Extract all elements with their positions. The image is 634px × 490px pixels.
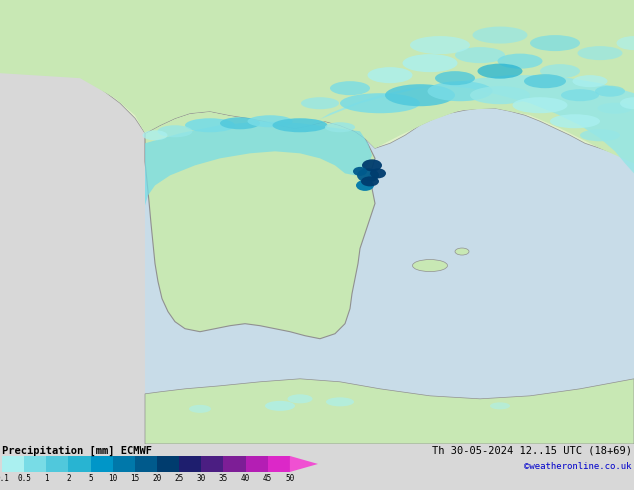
Text: 50: 50 [285,474,294,483]
Ellipse shape [220,117,260,129]
Polygon shape [145,121,372,205]
Ellipse shape [361,176,379,186]
Ellipse shape [616,36,634,50]
Ellipse shape [143,130,167,140]
Bar [157,456,179,472]
Ellipse shape [512,97,567,113]
Ellipse shape [595,86,625,97]
Ellipse shape [530,35,580,51]
Text: 0.5: 0.5 [17,474,31,483]
Bar [201,456,223,472]
Text: 45: 45 [263,474,273,483]
Ellipse shape [362,159,382,171]
Text: 35: 35 [219,474,228,483]
Bar [91,456,113,472]
Ellipse shape [353,167,367,176]
Ellipse shape [455,47,505,63]
Ellipse shape [326,397,354,406]
Ellipse shape [403,54,458,72]
Ellipse shape [490,402,510,409]
Ellipse shape [357,169,379,182]
Text: 1: 1 [44,474,49,483]
Text: 20: 20 [152,474,162,483]
Ellipse shape [265,401,295,411]
Ellipse shape [435,71,475,85]
Ellipse shape [620,97,634,109]
Text: 40: 40 [241,474,250,483]
Ellipse shape [273,118,328,132]
Ellipse shape [157,125,193,137]
Bar [223,456,245,472]
Polygon shape [310,75,634,173]
Ellipse shape [247,115,292,127]
Ellipse shape [301,97,339,109]
Bar [113,456,135,472]
Bar [24,456,46,472]
Ellipse shape [498,53,543,69]
Ellipse shape [561,89,599,101]
Ellipse shape [356,180,374,191]
Text: 15: 15 [130,474,139,483]
Ellipse shape [370,169,386,178]
Bar [179,456,201,472]
Ellipse shape [580,129,620,141]
Bar [2,456,24,472]
Ellipse shape [185,118,235,132]
Ellipse shape [524,74,566,88]
Text: Th 30-05-2024 12..15 UTC (18+69): Th 30-05-2024 12..15 UTC (18+69) [432,446,632,456]
Ellipse shape [477,64,522,79]
Ellipse shape [472,26,527,44]
Polygon shape [0,0,634,160]
Text: 25: 25 [174,474,184,483]
Ellipse shape [368,67,413,83]
Ellipse shape [470,86,530,104]
Bar [490,0,634,73]
Ellipse shape [427,81,493,101]
Text: Precipitation [mm] ECMWF: Precipitation [mm] ECMWF [2,446,152,456]
Ellipse shape [287,394,313,403]
Ellipse shape [340,93,420,113]
Ellipse shape [330,81,370,95]
Ellipse shape [573,75,607,87]
Ellipse shape [455,248,469,255]
Ellipse shape [325,122,355,132]
Bar [68,456,91,472]
Bar [268,456,290,472]
Ellipse shape [189,405,211,413]
Text: 30: 30 [197,474,206,483]
Text: 0.1: 0.1 [0,474,9,483]
Ellipse shape [597,103,633,114]
Polygon shape [0,0,634,163]
Text: 10: 10 [108,474,117,483]
Text: 5: 5 [88,474,93,483]
Ellipse shape [578,46,623,60]
Ellipse shape [550,114,600,128]
Polygon shape [290,456,318,472]
Polygon shape [145,379,634,444]
Ellipse shape [385,84,455,106]
Bar [0,0,145,444]
Bar [46,456,68,472]
Ellipse shape [410,36,470,54]
Polygon shape [145,111,375,339]
Ellipse shape [413,260,448,271]
Text: ©weatheronline.co.uk: ©weatheronline.co.uk [524,462,632,471]
Bar [135,456,157,472]
Ellipse shape [540,64,580,78]
Bar [245,456,268,472]
Text: 2: 2 [66,474,71,483]
